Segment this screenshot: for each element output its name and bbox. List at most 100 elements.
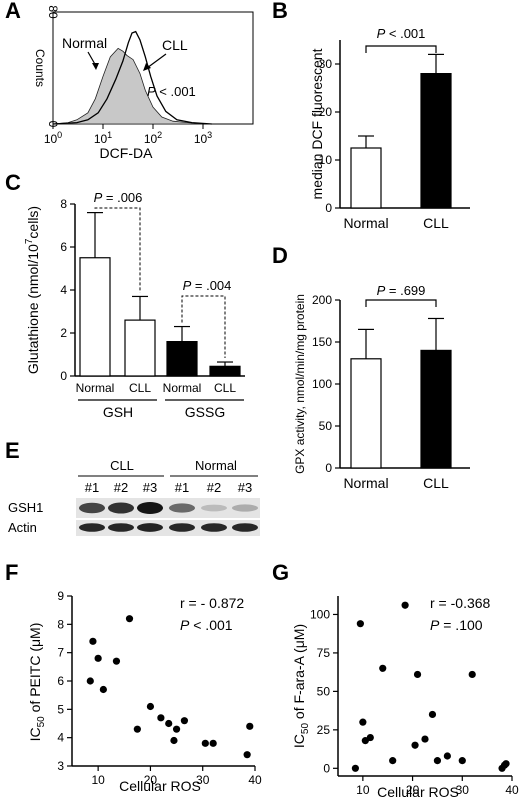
panel-b-bracket: [365, 45, 437, 53]
lane-label: #1: [85, 480, 99, 495]
category-label: CLL: [423, 215, 449, 231]
panel-g-scatter: 10 20 30 40 0 25 50 75 100 Cellular ROS IC50 of …: [291, 595, 519, 799]
ytick-label: 100: [312, 377, 332, 391]
group-label-gsh: GSH: [103, 404, 133, 420]
blot-band: [232, 523, 258, 532]
category-label: CLL: [423, 475, 449, 491]
category-label: CLL: [129, 381, 151, 395]
ytick-label: 4: [57, 731, 64, 745]
panel-a-xlabel: DCF-DA: [100, 145, 154, 161]
panel-f-scatter: 10 20 30 40 3 4 5 6 7 8 9 Cellular ROS IC50 of PEI…: [27, 589, 262, 794]
connector-gssg: [181, 295, 226, 359]
panel-a-xtick-label: 100: [44, 130, 62, 146]
panel-d-pvalue: P = .699: [377, 283, 426, 298]
panel-label-e: E: [5, 438, 20, 463]
ytick-label: 6: [60, 240, 67, 254]
scatter-point: [157, 714, 165, 722]
scatter-point: [170, 736, 178, 745]
ytick-label: 200: [312, 293, 332, 307]
panel-a-ytick-label: 0: [46, 121, 60, 128]
scatter-point: [112, 657, 121, 665]
ytick-label: 0: [323, 761, 330, 775]
scatter-point: [125, 615, 134, 623]
arrow-cll-head: [143, 63, 151, 71]
arrow-normal-head: [92, 63, 99, 70]
ytick-label: 10: [319, 153, 333, 167]
bar: [350, 147, 382, 209]
scatter-point: [413, 670, 422, 679]
scatter-point: [165, 719, 173, 728]
panel-g-xlabel: Cellular ROS: [377, 784, 459, 799]
xtick-label: 10: [91, 773, 105, 787]
panel-label-b: B: [272, 0, 288, 23]
blot-band: [169, 503, 195, 513]
panel-f-p-value: P < .001: [180, 617, 233, 633]
bar: [124, 319, 156, 377]
category-label: CLL: [214, 381, 236, 395]
panel-a-ylabel: Counts: [33, 49, 47, 87]
blot-band: [137, 523, 163, 532]
ytick-label: 50: [317, 684, 331, 698]
bar: [420, 349, 452, 469]
ytick-label: 8: [57, 617, 64, 631]
blot-band: [201, 523, 227, 532]
panel-d-bar-chart: 0 50 100 150 200 Normal CLL GPX activity, nmo…: [293, 283, 470, 491]
panel-g-r-value: r = -0.368: [430, 595, 491, 611]
lane-label: #2: [207, 480, 221, 495]
panel-e-western-blot: CLL Normal #1 #2 #3 #1 #2 #3 GSH1 Actin: [8, 458, 260, 536]
blot-group-cll: CLL: [110, 458, 134, 473]
panel-d-bracket: [365, 299, 437, 307]
panel-a-histogram: 100 101 102 103 0 80 DCF-DA Counts Normal CL…: [33, 5, 254, 161]
ytick-label: 75: [317, 646, 331, 660]
xtick-label: 30: [196, 773, 210, 787]
scatter-point: [411, 741, 419, 749]
panel-label-d: D: [272, 243, 288, 268]
ytick-label: 8: [60, 197, 67, 211]
panel-g-ylabel: IC50 of F-ara-A (μM): [291, 624, 311, 748]
blot-row-label-actin: Actin: [8, 520, 37, 535]
panel-a-label-cll: CLL: [162, 37, 188, 53]
scatter-point: [379, 664, 387, 672]
scatter-point: [172, 725, 181, 733]
scatter-point: [428, 710, 437, 719]
ytick-label: 6: [57, 674, 64, 688]
scatter-point: [243, 751, 251, 759]
bar: [420, 72, 452, 209]
scatter-point: [366, 733, 374, 742]
bar: [166, 341, 198, 377]
category-label: Normal: [76, 381, 115, 395]
ytick-label: 0: [325, 201, 332, 215]
arrow-cll: [146, 53, 167, 69]
blot-row-label-gsh1: GSH1: [8, 500, 43, 515]
panel-label-c: C: [5, 170, 21, 195]
category-label: Normal: [163, 381, 202, 395]
lane-label: #2: [114, 480, 128, 495]
ytick-label: 2: [60, 326, 67, 340]
blot-band: [79, 502, 105, 514]
ytick-label: 30: [319, 57, 333, 71]
lane-label: #3: [143, 480, 157, 495]
bar: [209, 365, 241, 377]
group-label-gssg: GSSG: [185, 404, 225, 420]
scatter-point: [433, 757, 442, 765]
blot-band: [169, 523, 195, 532]
panel-a-xtick-label: 101: [94, 130, 112, 146]
connector-gsh: [94, 207, 141, 293]
ytick-label: 5: [57, 702, 64, 716]
panel-label-f: F: [5, 560, 18, 585]
xtick-label: 20: [406, 783, 420, 797]
ytick-label: 0: [60, 369, 67, 383]
scatter-point: [86, 677, 94, 685]
histogram-cll-line: [52, 30, 212, 125]
histogram-normal-area: [52, 47, 204, 125]
panel-d-ylabel: GPX activity, nmol/min/mg protein: [293, 294, 307, 474]
blot-band: [137, 502, 163, 514]
blot-group-normal: Normal: [195, 458, 237, 473]
panel-c-pvalue-gssg: P = .004: [183, 278, 232, 293]
ytick-label: 9: [57, 589, 64, 603]
scatter-point: [99, 685, 107, 694]
blot-band: [201, 504, 227, 512]
panel-label-g: G: [272, 560, 289, 585]
scatter-point: [458, 757, 466, 765]
scatter-point: [356, 620, 364, 628]
